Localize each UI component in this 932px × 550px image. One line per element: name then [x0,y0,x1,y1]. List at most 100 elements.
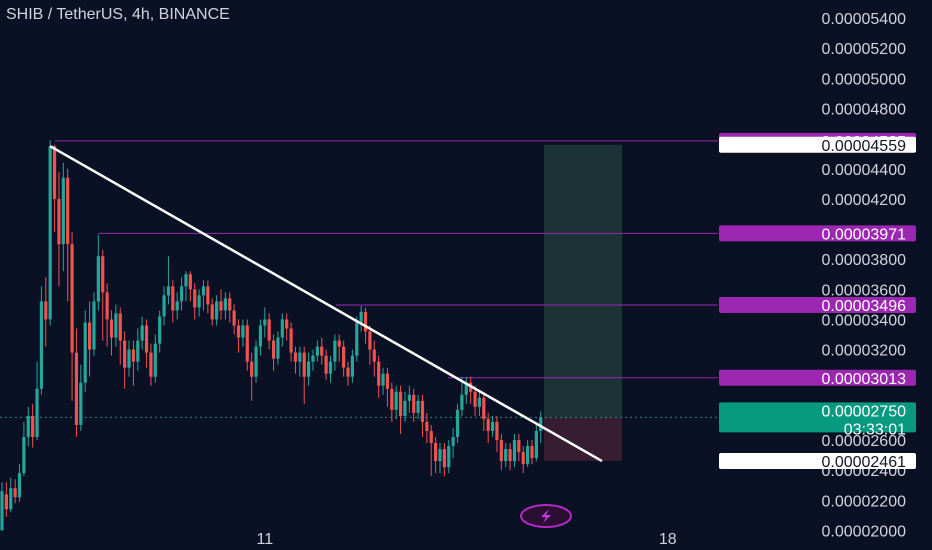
target-label-text: 0.00004559 [821,138,906,155]
candle-body [298,352,302,362]
trendline [49,145,603,463]
candle-body [153,343,157,377]
candle-body [4,494,8,510]
candle-body [508,449,512,462]
candle-body [490,421,495,431]
y-tick-label: 0.00003600 [821,282,906,299]
candle-body [407,394,411,401]
y-tick-label: 0.00004200 [821,192,906,209]
candle-body [175,301,179,311]
y-tick-label: 0.00003200 [821,343,906,360]
candle-body [346,367,350,377]
candle-body [201,286,206,296]
candle-body [390,388,394,410]
candle-body [22,436,26,474]
level-label-text: 0.00003013 [821,371,906,388]
stop-label: 0.00002461 [719,452,916,471]
candle-body [521,452,525,465]
candle-body [245,325,249,362]
candle-body [398,391,403,416]
current-price-label-bg [719,402,916,433]
candle-body [486,418,490,431]
current-price-label-text: 0.00002750 [821,403,906,420]
candle-body [377,361,381,386]
position-zones [544,144,622,461]
target-label-bg [719,136,916,153]
candle-body [228,298,232,311]
candle-body [74,352,79,425]
candle-body [17,473,22,498]
candle-body [140,325,144,341]
price-axis: 0.00005400 0.00005200 0.00005000 0.00004800… [821,11,906,540]
candle-body [333,340,337,362]
candle-body [315,346,319,356]
candle-body [9,488,13,510]
y-tick-label: 0.00003400 [821,312,906,329]
y-tick-label: 0.00005000 [821,71,906,88]
time-axis: 111825 [256,531,677,548]
candle-body [447,446,451,468]
candle-body [61,177,65,245]
candle-body [131,349,135,362]
candle-body [451,436,455,447]
x-tick-label: 18 [659,531,677,548]
candle-body [394,391,398,410]
candle-body [263,319,267,326]
level-label-text: 0.00003496 [821,298,906,315]
candle-body [473,391,477,407]
level-label: 0.00003971 [719,225,916,243]
level-label-bg [719,369,916,386]
candle-body [184,274,188,287]
candle-body [337,340,341,347]
candle-body [442,449,446,468]
stop-label-bg [719,452,916,469]
level-label-bg [719,225,916,242]
candle-body [293,352,298,362]
stop-label-text: 0.00002461 [821,454,906,471]
candle-body [455,409,460,437]
candle-body [350,355,354,377]
candle-body [477,397,482,407]
candle-body [355,322,359,356]
candle-body [166,286,171,296]
candle-body [368,331,372,350]
candle-body [223,298,227,311]
candle-body [320,346,324,356]
candle-body [289,328,293,353]
candle-body [412,394,416,413]
candle-body [162,295,166,317]
candle-body [188,274,192,290]
candle-body [136,340,140,362]
candle-body [258,325,263,347]
candle-body [0,491,4,531]
candle-body [328,361,333,374]
candle-body [66,177,70,245]
candle-body [241,325,245,338]
y-tick-label: 0.00002000 [821,523,906,540]
y-tick-label: 0.00002200 [821,493,906,510]
candle-body [39,301,44,389]
candle-body [219,301,223,311]
candle-body [280,319,284,338]
candle-body [149,352,153,377]
candle-body [482,397,486,419]
candle-body [420,400,425,422]
candle-body [88,322,92,350]
candle-body [35,388,39,437]
candle-body [271,340,276,359]
candle-body [83,322,87,383]
candle-body [118,313,122,341]
candle-body [193,289,197,308]
candle-body [429,430,433,444]
candle-body [534,430,538,459]
candle-body [250,361,254,377]
lightning-icon[interactable] [520,504,572,528]
candle-body [44,301,48,320]
price-labels: 0.000045850.000039710.000034960.00003013… [719,132,916,471]
candle-body [372,349,376,362]
candle-body [385,373,390,389]
candle-body [464,382,468,395]
candle-body [438,449,442,462]
candle-body [31,415,35,437]
